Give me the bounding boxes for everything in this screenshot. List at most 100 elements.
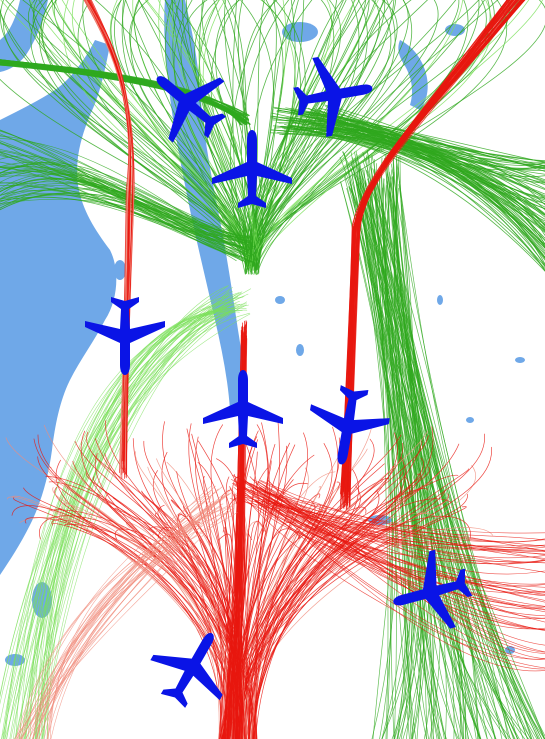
arrival-track [258,490,545,541]
departure-track [367,178,417,739]
departure-track [0,150,255,263]
departure-track [283,128,545,170]
arrival-track [51,519,256,739]
arrival-track [15,493,230,739]
arrival-track [255,442,290,739]
arrival-track [232,475,545,609]
arrival-track [345,0,518,506]
arrival-track [237,432,309,739]
departure-track [246,0,360,262]
departure-track [185,0,258,260]
arrival-track [240,479,545,555]
departure-track [277,132,545,197]
arrival-track [255,469,359,739]
departure-track [0,60,248,125]
departure-track [370,166,461,739]
arrival-track [29,489,229,739]
departure-track [130,0,248,264]
departure-track [0,62,243,123]
arrival-track [250,483,545,543]
departure-track [0,185,251,239]
departure-track [0,151,254,247]
departure-track [285,107,545,168]
departure-track [145,0,255,272]
departure-track [252,0,296,267]
arrival-track [255,501,545,593]
departure-track [325,106,545,205]
departure-track [391,176,481,739]
departure-track [368,180,519,739]
arrival-track [105,493,244,739]
departure-track [271,115,545,224]
departure-track [36,301,248,739]
arrival-track [254,501,545,548]
departure-track [38,304,241,739]
departure-track [350,161,532,739]
departure-track [0,181,250,238]
departure-track [4,304,247,739]
pond [437,295,443,305]
arrival-track [85,0,134,469]
departure-track [181,0,254,268]
departure-track [395,158,447,739]
departure-track [273,125,545,208]
arrival-track [246,499,545,559]
departure-track [308,116,545,225]
arrival-track [238,491,545,601]
departure-track [397,163,432,739]
departure-track [43,291,229,739]
arrival-track [135,451,228,739]
arrival-track [5,437,230,739]
departure-track [0,59,248,122]
departure-track [388,176,545,739]
arrival-track [237,489,446,739]
arrival-track [243,491,545,587]
arrival-track [37,434,235,739]
departure-track [28,0,253,275]
arrival-track [36,496,212,739]
pond [296,344,304,356]
arrival-track [183,506,244,739]
arrival-track [16,508,216,739]
arrival-track [233,482,545,552]
pond [6,440,34,500]
departure-track [0,198,251,239]
departure-track [1,290,233,739]
departure-track [0,173,240,243]
arrival-track [250,489,545,556]
departure-track [393,187,409,739]
arrival-track [265,494,545,623]
departure-track [382,178,422,739]
arrival-track [21,485,212,739]
departure-track [42,293,242,739]
arrival-track [26,485,224,739]
departure-track [0,162,254,249]
departure-track [356,175,464,739]
departure-track [346,187,488,739]
departure-track [395,167,435,739]
departure-track [359,177,516,739]
arrival-track [233,479,545,595]
departure-track [360,169,417,739]
arrival-track [38,496,212,739]
arrival-track [240,478,545,575]
arrival-track [17,489,213,739]
departure-track [378,177,503,739]
departure-track [278,109,545,272]
arrival-track [246,481,340,739]
departure-track [0,189,238,241]
arrival-track [345,0,508,511]
arrival-track [245,481,545,631]
arrival-track [176,471,226,739]
upper-lake [398,40,428,110]
departure-track [256,0,396,262]
departure-track [0,177,246,250]
pond [52,306,68,334]
arrival-track [218,533,233,739]
arrival-track [254,487,545,659]
arrival-track [58,507,230,739]
departure-track [33,309,231,739]
